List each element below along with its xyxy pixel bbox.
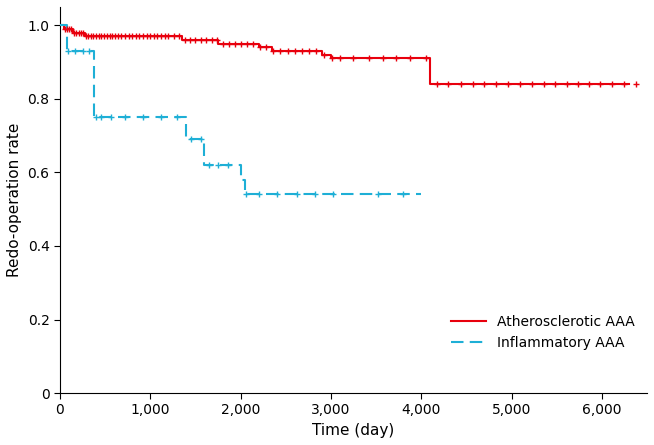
Legend: Atherosclerotic AAA, Inflammatory AAA: Atherosclerotic AAA, Inflammatory AAA (445, 309, 640, 355)
X-axis label: Time (day): Time (day) (313, 423, 394, 438)
Y-axis label: Redo-operation rate: Redo-operation rate (7, 123, 22, 277)
